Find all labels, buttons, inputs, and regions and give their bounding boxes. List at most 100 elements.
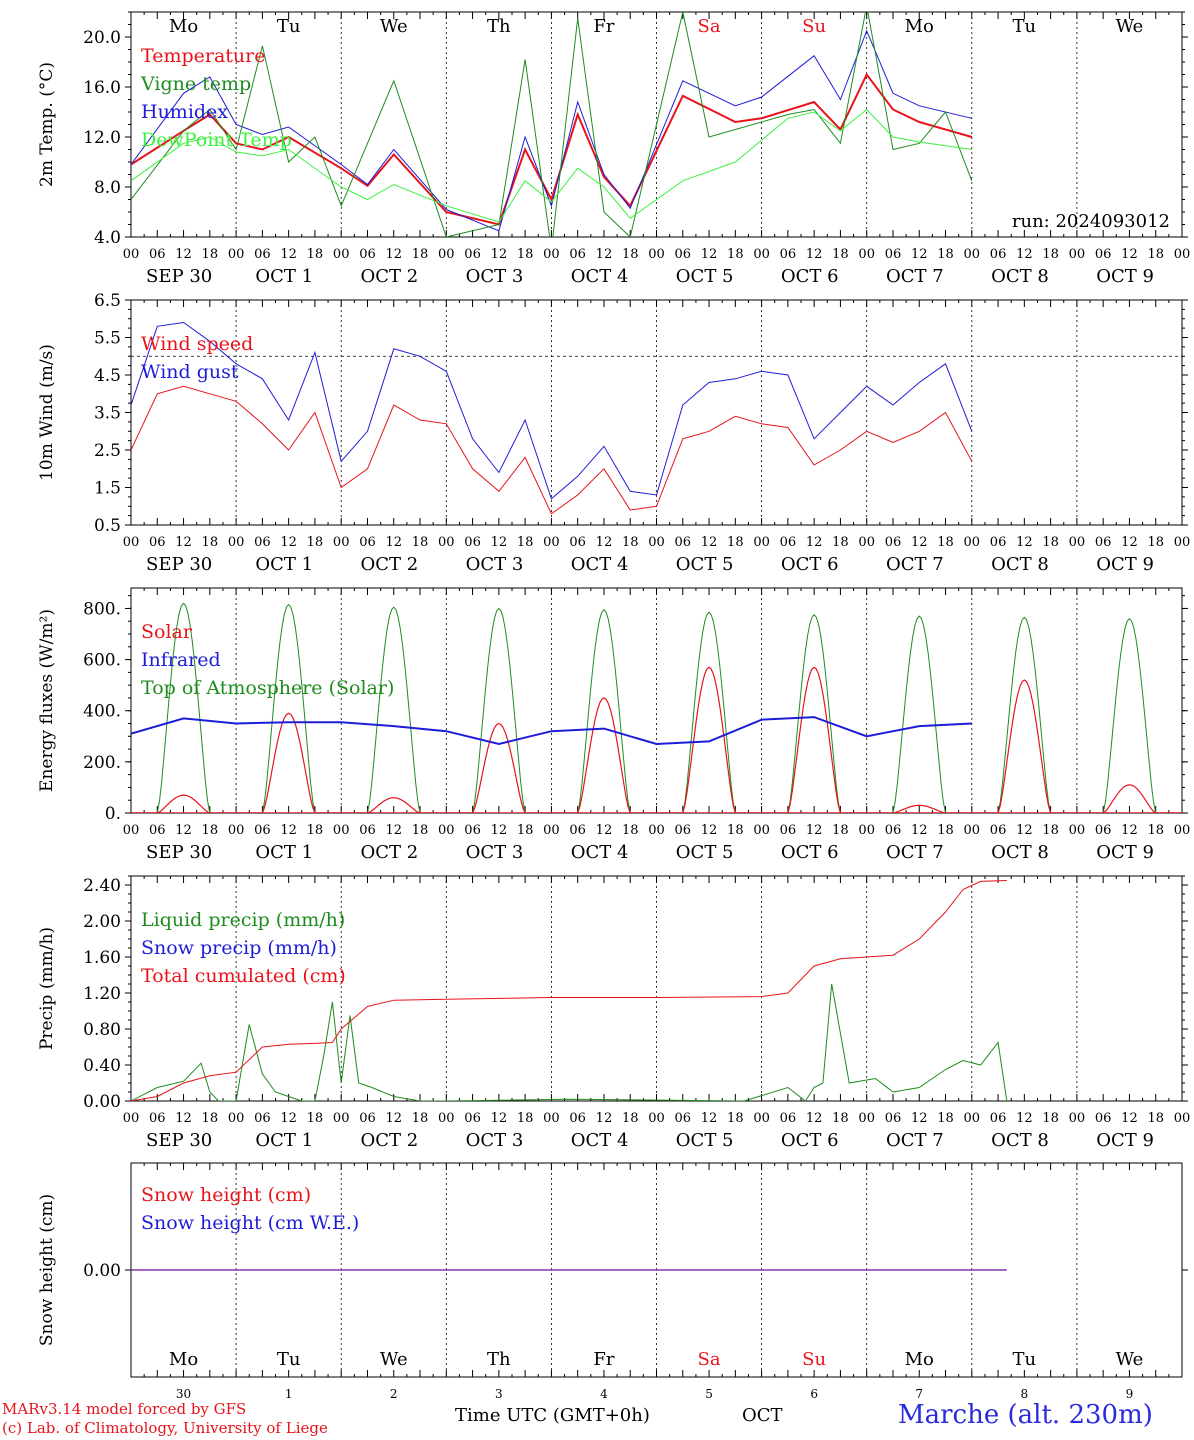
hour-label: 12 bbox=[280, 823, 297, 838]
hour-label: 00 bbox=[964, 247, 981, 262]
hour-label: 00 bbox=[123, 535, 140, 550]
date-label: OCT 6 bbox=[781, 1130, 839, 1151]
hour-label: 00 bbox=[1069, 823, 1086, 838]
hour-label: 06 bbox=[359, 247, 376, 262]
plot-area bbox=[131, 880, 1008, 1101]
day-name: Mo bbox=[905, 1349, 934, 1370]
hour-label: 12 bbox=[175, 1111, 192, 1126]
hour-label: 12 bbox=[1121, 535, 1138, 550]
panel-energy: 0. 200. 400. 600. 800. Energy fluxes (W/m²) So… bbox=[37, 587, 1190, 863]
plot-area bbox=[131, 602, 1182, 813]
hour-label: 12 bbox=[1121, 1111, 1138, 1126]
hour-label: 06 bbox=[464, 247, 481, 262]
hour-label: 06 bbox=[675, 823, 692, 838]
hour-label: 06 bbox=[569, 535, 586, 550]
hour-label: 06 bbox=[780, 535, 797, 550]
hour-label: 00 bbox=[1174, 535, 1191, 550]
hour-label: 12 bbox=[1121, 247, 1138, 262]
hour-label: 12 bbox=[385, 535, 402, 550]
y-tick-label: 3.5 bbox=[94, 404, 121, 424]
toa-solar-curve bbox=[551, 608, 657, 813]
y-tick-label: 4.5 bbox=[94, 366, 121, 386]
day-name: Th bbox=[487, 16, 511, 37]
y-tick-label: 4.0 bbox=[94, 228, 121, 248]
hour-label: 00 bbox=[1069, 247, 1086, 262]
date-label: OCT 9 bbox=[1096, 1130, 1154, 1151]
toa-solar-curve bbox=[236, 603, 342, 813]
y-tick-label: 600. bbox=[83, 651, 121, 671]
hour-label: 12 bbox=[596, 823, 613, 838]
solar-curve bbox=[446, 722, 552, 813]
legend-entry: Wind speed bbox=[141, 333, 253, 355]
day-name: Mo bbox=[905, 16, 934, 37]
hour-label: 06 bbox=[675, 535, 692, 550]
hour-label: 18 bbox=[832, 1111, 849, 1126]
hour-label: 00 bbox=[333, 535, 350, 550]
date-label: SEP 30 bbox=[146, 266, 212, 287]
y-tick-label: 0.40 bbox=[83, 1056, 121, 1076]
solar-curve bbox=[341, 797, 447, 813]
legend-entry: Vigne temp bbox=[140, 73, 251, 95]
snow-day-number: 8 bbox=[1021, 1387, 1029, 1401]
day-name: Mo bbox=[169, 16, 198, 37]
legend-entry: Temperature bbox=[141, 45, 265, 67]
y-axis-label: 10m Wind (m/s) bbox=[37, 344, 57, 481]
panel-temperature: 4.0 8.0 12.0 16.0 20.0 2m Temp. (°C) Temperatu… bbox=[37, 11, 1190, 287]
snow-day-number: 9 bbox=[1126, 1387, 1134, 1401]
hour-label: 06 bbox=[359, 1111, 376, 1126]
date-label: OCT 6 bbox=[781, 266, 839, 287]
hour-label: 06 bbox=[1095, 535, 1112, 550]
date-label: OCT 6 bbox=[781, 842, 839, 863]
series-line bbox=[131, 72, 973, 226]
plot-area bbox=[131, 12, 973, 237]
hour-label: 18 bbox=[727, 1111, 744, 1126]
date-label: OCT 1 bbox=[255, 842, 313, 863]
toa-solar-curve bbox=[866, 615, 972, 813]
day-name: Tu bbox=[1013, 1349, 1037, 1370]
hour-label: 12 bbox=[596, 247, 613, 262]
legend-entry: Liquid precip (mm/h) bbox=[141, 909, 345, 931]
hour-label: 06 bbox=[254, 1111, 271, 1126]
y-axis-label: Precip (mm/h) bbox=[37, 927, 57, 1050]
series-line bbox=[131, 321, 973, 500]
date-label: OCT 4 bbox=[571, 1130, 629, 1151]
toa-solar-curve bbox=[131, 602, 237, 813]
month-label: OCT bbox=[742, 1405, 783, 1426]
solar-curve bbox=[971, 679, 1077, 813]
hour-label: 00 bbox=[228, 823, 245, 838]
hour-label: 06 bbox=[149, 535, 166, 550]
hour-label: 00 bbox=[333, 823, 350, 838]
date-label: SEP 30 bbox=[146, 1130, 212, 1151]
hour-label: 18 bbox=[412, 1111, 429, 1126]
hour-label: 06 bbox=[569, 823, 586, 838]
day-name: We bbox=[380, 1349, 408, 1370]
hour-label: 00 bbox=[123, 1111, 140, 1126]
day-name: Su bbox=[802, 1349, 826, 1370]
legend-entry: Wind gust bbox=[141, 361, 239, 383]
hour-label: 12 bbox=[491, 1111, 508, 1126]
hour-label: 18 bbox=[622, 1111, 639, 1126]
hour-label: 12 bbox=[596, 535, 613, 550]
hour-label: 18 bbox=[937, 1111, 954, 1126]
hour-label: 18 bbox=[307, 247, 324, 262]
hour-label: 18 bbox=[1147, 247, 1164, 262]
hour-label: 06 bbox=[1095, 1111, 1112, 1126]
hour-label: 00 bbox=[543, 1111, 560, 1126]
hour-label: 18 bbox=[937, 247, 954, 262]
hour-label: 00 bbox=[438, 247, 455, 262]
hour-label: 06 bbox=[675, 247, 692, 262]
hour-label: 18 bbox=[1147, 535, 1164, 550]
hour-label: 00 bbox=[858, 535, 875, 550]
hour-label: 12 bbox=[491, 535, 508, 550]
solar-curve bbox=[866, 804, 972, 813]
hour-label: 06 bbox=[990, 247, 1007, 262]
hour-label: 18 bbox=[517, 535, 534, 550]
day-name: Fr bbox=[593, 16, 614, 37]
day-name: Sa bbox=[698, 16, 721, 37]
series-line bbox=[131, 108, 972, 223]
y-tick-label: 1.5 bbox=[94, 479, 121, 499]
snow-day-number: 6 bbox=[810, 1387, 818, 1401]
hour-label: 06 bbox=[464, 823, 481, 838]
hour-label: 12 bbox=[280, 247, 297, 262]
hour-label: 18 bbox=[412, 823, 429, 838]
